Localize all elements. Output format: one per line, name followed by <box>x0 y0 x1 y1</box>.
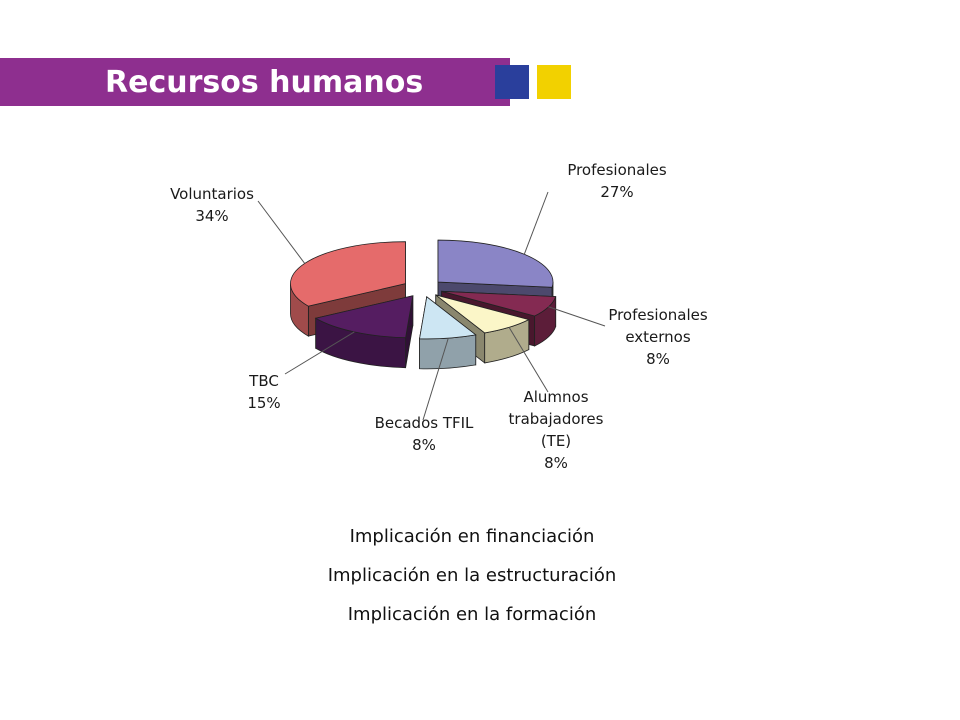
leader-line <box>284 331 355 375</box>
title-band <box>0 58 510 106</box>
bullet-item: Implicación en la formación <box>347 604 597 625</box>
slice-label: Profesionales 27% <box>567 161 667 201</box>
slice-label: Profesionales externos 8% <box>608 306 708 368</box>
bullet-item: Implicación en financiación <box>349 526 595 547</box>
yellow-square-decoration <box>537 65 571 99</box>
pie-chart: Profesionales 27% Profesionales externos 8%A… <box>170 161 708 472</box>
slice-label: Alumnos trabajadores (TE) 8% <box>509 388 604 472</box>
bullet-list: Implicación en financiación Implicación … <box>0 524 944 641</box>
leader-line <box>548 306 606 327</box>
slice-label: TBC 15% <box>247 372 280 412</box>
pie-slice <box>314 295 414 369</box>
bullet-item: Implicación en la estructuración <box>327 565 617 586</box>
leader-line <box>422 337 449 421</box>
slice-label: Voluntarios 34% <box>170 185 254 225</box>
leader-line <box>523 191 549 255</box>
leader-line <box>508 327 549 393</box>
slide-title: Recursos humanos <box>105 65 424 100</box>
pie-slice <box>419 296 477 370</box>
blue-square-decoration <box>495 65 529 99</box>
slice-label: Becados TFIL 8% <box>375 414 474 454</box>
leader-line <box>257 200 306 264</box>
